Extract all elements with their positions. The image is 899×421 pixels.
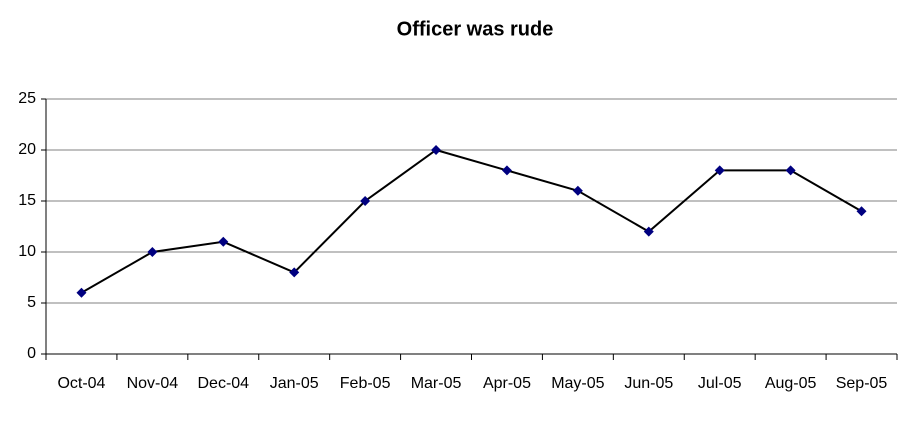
marker: [218, 236, 229, 247]
x-tick-label: May-05: [551, 375, 604, 392]
x-tick-label: Dec-04: [198, 375, 250, 392]
marker: [572, 185, 583, 196]
marker: [76, 287, 87, 298]
x-tick-label: Jan-05: [270, 375, 319, 392]
y-tick-label: 0: [27, 345, 36, 362]
x-tick-label: Nov-04: [127, 375, 179, 392]
x-tick-label: Mar-05: [411, 375, 462, 392]
x-tick-label: Apr-05: [483, 375, 531, 392]
y-tick-label: 25: [18, 90, 36, 107]
marker: [431, 145, 442, 155]
line: [80, 148, 863, 294]
y-tick-label: 20: [18, 141, 36, 158]
marker: [360, 196, 371, 206]
marker: [147, 247, 158, 257]
y-tick-label: 15: [18, 192, 36, 209]
x-tick-label: Jul-05: [698, 375, 742, 392]
y-tick-label: 10: [18, 243, 36, 260]
marker: [289, 267, 300, 278]
y-tick-label: 5: [27, 294, 36, 311]
x-tick-label: Aug-05: [765, 375, 817, 392]
marker: [643, 226, 654, 237]
marker: [785, 165, 796, 176]
marker: [714, 165, 725, 176]
x-tick-label: Feb-05: [340, 375, 391, 392]
x-tick-label: Jun-05: [624, 375, 673, 392]
x-tick-label: Sep-05: [836, 375, 888, 392]
marker: [501, 165, 512, 176]
marker: [856, 206, 867, 217]
x-tick-label: Oct-04: [57, 375, 105, 392]
chart-title: Officer was rude: [397, 18, 554, 40]
